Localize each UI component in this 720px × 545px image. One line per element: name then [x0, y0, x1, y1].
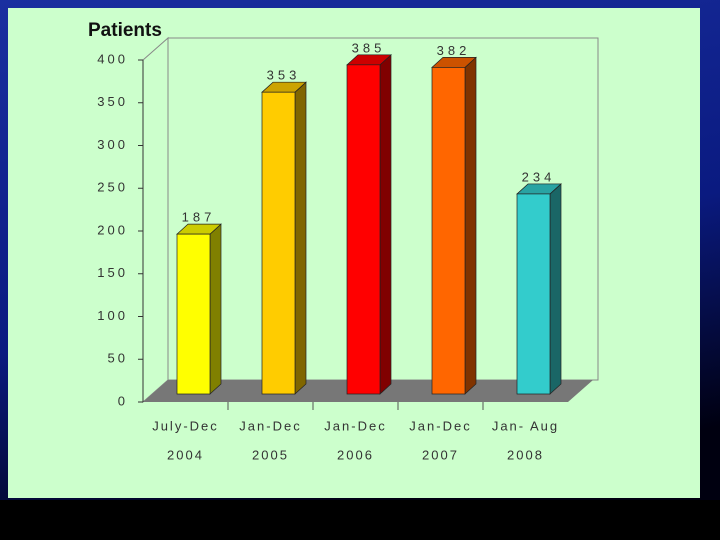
x-tick-label: 2007 [422, 447, 459, 462]
bar [176, 233, 211, 395]
value-label: 382 [437, 43, 471, 58]
axis-title: Patients [88, 20, 162, 41]
y-tick-label: 350 [97, 94, 128, 109]
x-tick-label: 2004 [167, 447, 204, 462]
y-tick-label: 200 [97, 222, 128, 237]
value-label: 353 [267, 68, 301, 83]
value-label: 385 [352, 40, 386, 55]
y-tick-label: 50 [108, 351, 128, 366]
plot: 0 50 100 150 200 250 300 350 400 July-Dec 2004 187 J… [97, 40, 562, 462]
x-tick-label: 2005 [252, 447, 289, 462]
value-label: 234 [522, 169, 556, 184]
bar-side [549, 183, 562, 395]
bar-side [294, 81, 307, 395]
bar-side [209, 223, 222, 395]
value-label: 187 [182, 210, 216, 225]
x-tick-label: Jan-Dec [409, 418, 471, 433]
y-tick-label: 250 [97, 180, 128, 195]
y-tick-label: 0 [118, 393, 128, 408]
x-tick-label: 2008 [507, 447, 544, 462]
x-tick-label: Jan-Dec [324, 418, 386, 433]
bar [516, 193, 551, 395]
bar [346, 64, 381, 395]
bar [431, 67, 466, 395]
bar-side [464, 56, 477, 395]
x-tick-label: Jan- Aug [492, 418, 559, 433]
slide-footer [0, 500, 720, 540]
y-tick-label: 300 [97, 137, 128, 152]
y-tick-label: 100 [97, 308, 128, 323]
bar-side [379, 54, 392, 395]
x-tick-label: July-Dec [152, 418, 219, 433]
y-tick-label: 150 [97, 265, 128, 280]
side-wall [142, 36, 169, 404]
bar [261, 91, 296, 395]
y-tick-label: 400 [97, 51, 128, 66]
x-tick-label: Jan-Dec [239, 418, 301, 433]
x-tick-label: 2006 [337, 447, 374, 462]
